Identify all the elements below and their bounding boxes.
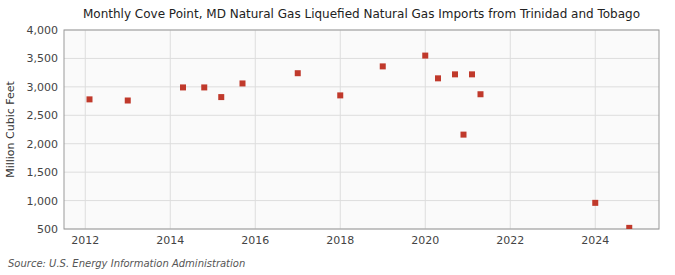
point (452, 71, 458, 77)
plot-area (64, 30, 659, 229)
point (87, 96, 93, 102)
y-grid-line (64, 58, 659, 59)
x-tick-label: 2020 (411, 234, 439, 247)
y-grid-line (64, 143, 659, 144)
x-tick-label: 2022 (496, 234, 524, 247)
point (469, 71, 475, 77)
point (592, 200, 598, 206)
point (337, 92, 343, 98)
x-grid-line (425, 30, 426, 229)
y-tick-label: 2,000 (27, 138, 59, 151)
x-grid-line (255, 30, 256, 229)
y-grid-line (64, 200, 659, 201)
point (125, 98, 131, 104)
x-grid-line (170, 30, 171, 229)
point (422, 53, 428, 59)
x-tick-label: 2012 (71, 234, 99, 247)
x-grid-line (510, 30, 511, 229)
y-tick-label: 4,000 (27, 24, 59, 37)
title: Monthly Cove Point, MD Natural Gas Lique… (83, 7, 640, 21)
x-tick-label: 2014 (156, 234, 184, 247)
y-grid-line (64, 172, 659, 173)
point (380, 63, 386, 69)
x-tick-label: 2024 (581, 234, 609, 247)
x-tick-label: 2018 (326, 234, 354, 247)
y-axis-label: Million Cubic Feet (4, 80, 17, 177)
y-tick-label: 1,500 (27, 166, 59, 179)
points (87, 53, 633, 229)
point (295, 70, 301, 76)
x-grid-line (85, 30, 86, 229)
y-tick-label: 3,000 (27, 81, 59, 94)
point (626, 225, 632, 229)
y-grid-line (64, 115, 659, 116)
point (478, 91, 484, 97)
x-grid-line (340, 30, 341, 229)
y-tick-label: 2,500 (27, 109, 59, 122)
point (435, 75, 441, 81)
point (180, 84, 186, 90)
x-tick-label: 2016 (241, 234, 269, 247)
y-tick-label: 1,000 (27, 195, 59, 208)
source-note: Source: U.S. Energy Information Administ… (8, 258, 245, 269)
y-grid-line (64, 86, 659, 87)
chart: 500 1,000 1,500 2,000 2,500 3,000 3,500 4,000 20… (0, 0, 675, 275)
point (218, 94, 224, 100)
point (240, 80, 246, 86)
point (461, 132, 467, 138)
grid (64, 30, 659, 229)
x-grid-line (595, 30, 596, 229)
plot-frame (64, 30, 659, 229)
point (201, 84, 207, 90)
y-tick-label: 500 (37, 223, 58, 236)
y-tick-label: 3,500 (27, 52, 59, 65)
